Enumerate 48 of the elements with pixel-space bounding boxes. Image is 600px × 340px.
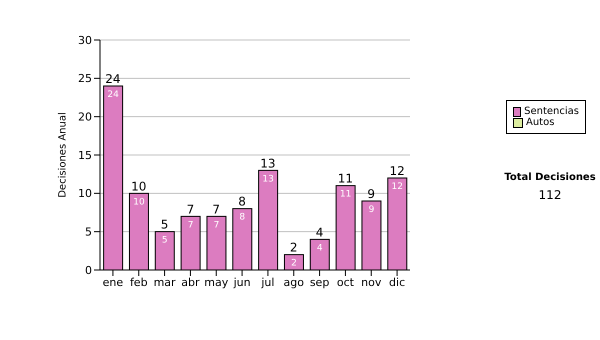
total-label: 11 <box>338 172 354 186</box>
legend-label: Autos <box>526 117 554 128</box>
x-tick-label: abr <box>181 276 200 289</box>
x-tick-label: dic <box>389 276 406 289</box>
x-tick-label: nov <box>361 276 382 289</box>
y-tick-label: 15 <box>78 148 92 162</box>
data-label: 11 <box>340 190 352 200</box>
data-label: 7 <box>188 220 194 230</box>
text: 112 <box>538 188 562 202</box>
x-tick-label: jun <box>232 276 251 289</box>
x-tick-label: oct <box>336 276 355 289</box>
y-axis-title: Decisiones Anual <box>58 112 69 198</box>
total-label: 2 <box>290 240 298 255</box>
y-tick-label: 5 <box>85 226 92 239</box>
data-label: 4 <box>316 243 323 254</box>
x-tick-label: jul <box>260 276 274 289</box>
y-tick-label: 10 <box>78 187 92 200</box>
total-label: 24 <box>105 72 121 86</box>
data-label: 8 <box>239 212 246 223</box>
data-label: 24 <box>107 90 120 100</box>
x-tick-label: feb <box>130 276 148 289</box>
total-label: 12 <box>389 164 405 178</box>
total-label: 10 <box>131 179 146 194</box>
total-label: 5 <box>160 218 168 232</box>
x-tick-label: may <box>204 276 229 289</box>
x-tick-label: sep <box>310 276 330 289</box>
x-tick-label: ago <box>284 276 304 289</box>
y-tick-label: 0 <box>85 264 92 277</box>
data-label: 10 <box>133 197 145 208</box>
x-tick-label: mar <box>154 276 176 289</box>
y-tick-label: 25 <box>78 72 92 86</box>
data-label: 2 <box>291 258 297 269</box>
total-label: 8 <box>238 194 246 209</box>
x-tick-label: ene <box>102 276 124 289</box>
total-label: 7 <box>186 202 194 216</box>
total-label: 13 <box>260 156 276 170</box>
data-label: 9 <box>368 205 375 215</box>
total-label: 4 <box>316 225 324 240</box>
y-tick-label: 30 <box>78 34 92 47</box>
legend-label: Sentencias <box>524 106 579 117</box>
y-tick-label: 20 <box>78 110 92 124</box>
data-label: 13 <box>262 174 274 184</box>
total-label: 9 <box>367 187 376 201</box>
data-label: 12 <box>392 182 404 192</box>
total-label: 7 <box>212 202 220 216</box>
data-label: 7 <box>214 220 220 230</box>
text: Total Decisiones <box>503 172 597 183</box>
data-label: 5 <box>162 236 168 246</box>
